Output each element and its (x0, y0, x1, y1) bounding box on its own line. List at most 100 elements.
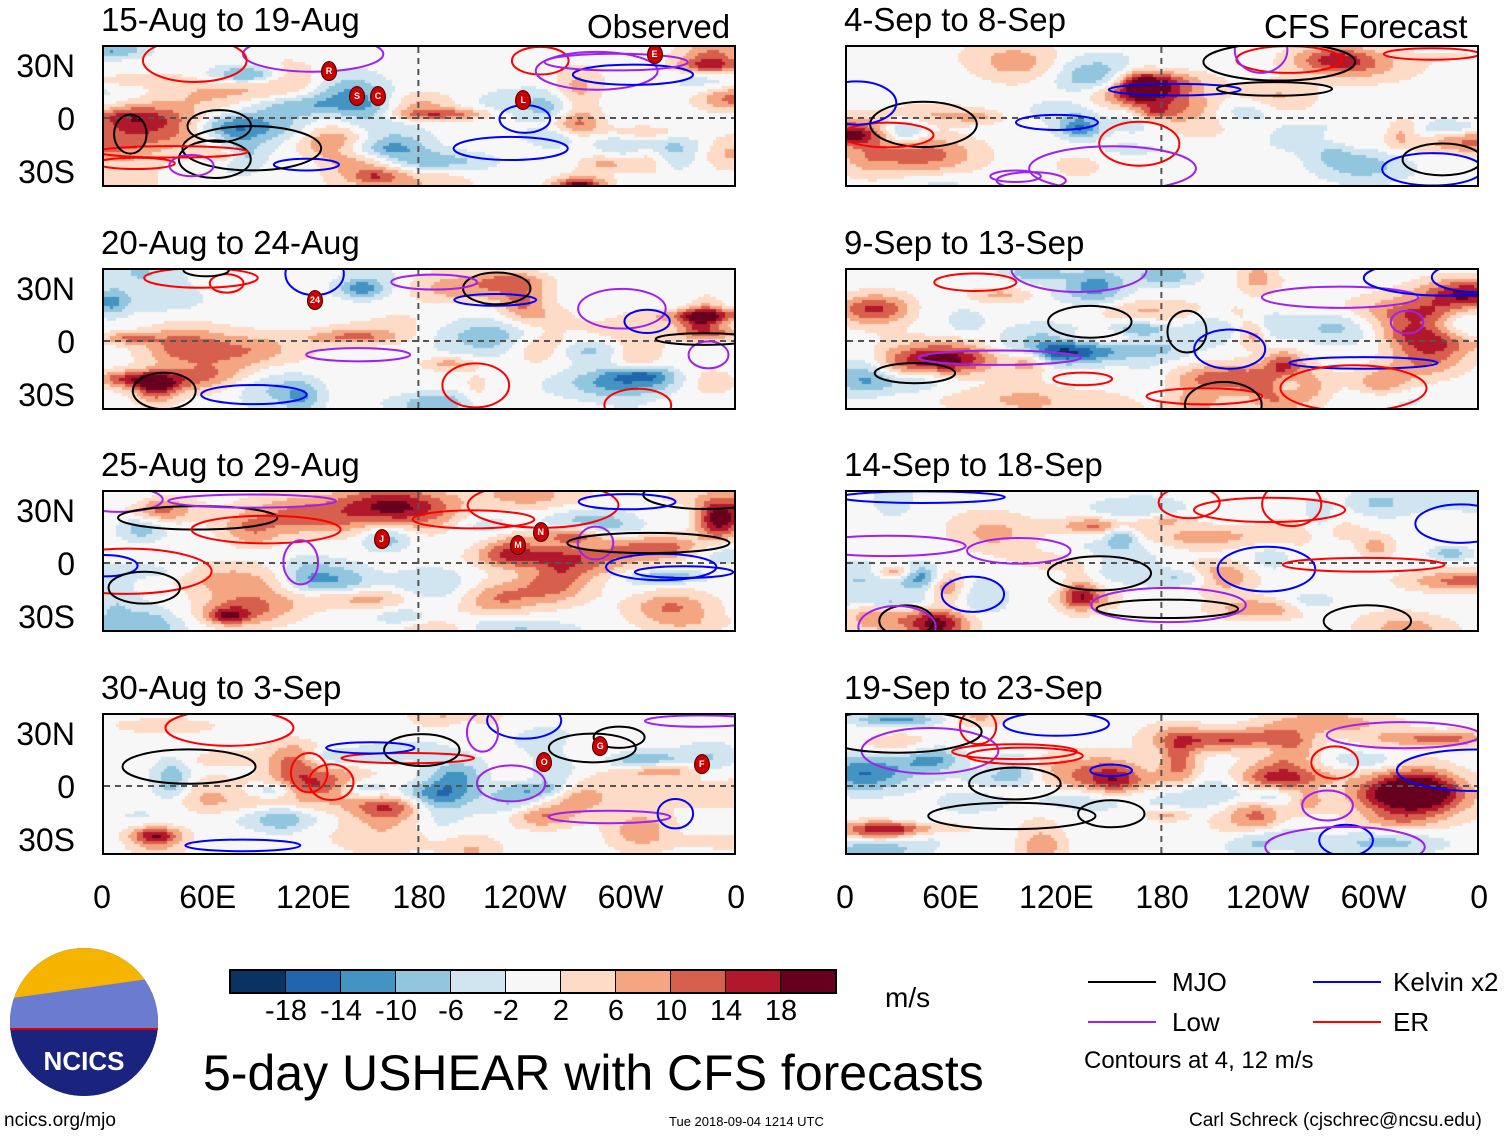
map-panel (845, 45, 1479, 187)
colorbar-tick-label: -10 (375, 995, 417, 1027)
storm-marker-icon: G (592, 736, 609, 757)
contour-line (1233, 47, 1289, 74)
contour-line (441, 362, 511, 408)
contour-line (104, 492, 164, 513)
contour-line (116, 505, 279, 531)
contour-line (1381, 152, 1477, 185)
contour-line (1077, 799, 1146, 829)
storm-marker-icon: F (693, 754, 710, 775)
storm-marker-icon: R (321, 61, 337, 82)
colorbar-tick-label: -18 (265, 995, 307, 1027)
contour-line (1310, 745, 1360, 780)
contour-line (272, 157, 341, 172)
figure-title: 5-day USHEAR with CFS forecasts (203, 1045, 984, 1101)
contour-line (1279, 364, 1428, 408)
contour-line (633, 565, 734, 579)
footer-author: Carl Schreck (cjschrec@ncsu.edu) (1189, 1110, 1482, 1131)
contour-line (576, 525, 615, 561)
contour-overlay (104, 492, 734, 630)
storm-marker-icon: E (646, 47, 663, 64)
contour-line (340, 751, 476, 765)
contour-line (1098, 120, 1181, 167)
lon-tick-label: 0 (93, 879, 111, 915)
lat-tick-label: 0 (57, 101, 75, 137)
footer-timestamp: Tue 2018-09-04 1214 UTC (669, 1114, 824, 1129)
contour-line (1002, 715, 1110, 737)
forecast-label: CFS Forecast (1264, 8, 1468, 45)
contour-line (113, 113, 148, 155)
contour-line (453, 293, 538, 307)
contour-line (878, 604, 935, 630)
lon-tick-label: 120E (276, 879, 351, 915)
contour-overlay (847, 270, 1477, 408)
contour-line (107, 570, 182, 605)
contour-line (1318, 823, 1374, 853)
contour-line (965, 746, 1084, 766)
contour-line (1301, 789, 1354, 822)
contour-line (104, 156, 176, 171)
contour-line (1183, 380, 1263, 408)
panel-title: 20-Aug to 24-Aug (101, 224, 360, 261)
contour-line (1288, 356, 1439, 370)
contour-line (917, 349, 1082, 366)
contour-line (181, 125, 323, 172)
contour-line (623, 308, 671, 335)
contour-line (167, 493, 338, 509)
contour-line (1260, 285, 1420, 309)
contour-line (510, 47, 570, 76)
lon-tick-label: 0 (1470, 879, 1489, 915)
contour-line (577, 287, 667, 330)
contour-line (475, 764, 547, 803)
contour-line (1028, 145, 1197, 185)
contour-line (968, 766, 1062, 801)
storm-marker-icon: C (370, 86, 386, 107)
logo-text: NCICS (43, 1046, 125, 1076)
contour-line (1166, 309, 1208, 354)
contour-line (642, 492, 734, 511)
contour-line (989, 169, 1042, 183)
contour-overlay (847, 715, 1477, 853)
legend-label-low: Low (1172, 1007, 1220, 1037)
lat-tick-label: 30S (18, 599, 75, 635)
panel-title: 9-Sep to 13-Sep (844, 224, 1085, 261)
contour-line (1014, 113, 1099, 131)
lat-tick-label: 30S (18, 154, 75, 190)
colorbar-tick-label: 6 (607, 995, 625, 1027)
footer-url[interactable]: ncics.org/mjo (4, 1110, 116, 1131)
contour-overlay (104, 47, 734, 185)
contour-line (966, 537, 1072, 565)
contour-line (465, 715, 500, 753)
contour-line (1389, 309, 1425, 335)
storm-marker-icon: J (373, 529, 390, 550)
contour-line (1395, 748, 1477, 793)
colorbar-swatch (341, 971, 396, 992)
lon-tick-label: 60E (922, 879, 980, 915)
lon-tick-label: 0 (836, 879, 854, 915)
colorbar-swatch (781, 971, 835, 992)
colorbar-swatch (451, 971, 506, 992)
contour-line (547, 732, 637, 764)
contour-line (847, 80, 898, 126)
contour-line (1401, 142, 1477, 177)
contour-line (869, 100, 978, 148)
contour-line (857, 605, 937, 630)
contour-line (547, 809, 672, 825)
contour-line (104, 547, 213, 595)
contour-line (168, 154, 215, 178)
map-panel (845, 713, 1479, 855)
contour-line (282, 539, 320, 586)
contour-line (1010, 270, 1148, 293)
contour-line (390, 273, 478, 291)
contour-line (933, 272, 1018, 293)
contour-line (208, 273, 245, 294)
contour-line (571, 63, 695, 86)
lon-tick-label: 120W (1226, 879, 1310, 915)
observed-label: Observed (587, 8, 731, 45)
panel-title: 19-Sep to 23-Sep (844, 669, 1103, 706)
colorbar-swatch (506, 971, 561, 992)
map-panel (845, 490, 1479, 632)
contour-line (200, 384, 308, 406)
colorbar-swatch (231, 971, 286, 992)
